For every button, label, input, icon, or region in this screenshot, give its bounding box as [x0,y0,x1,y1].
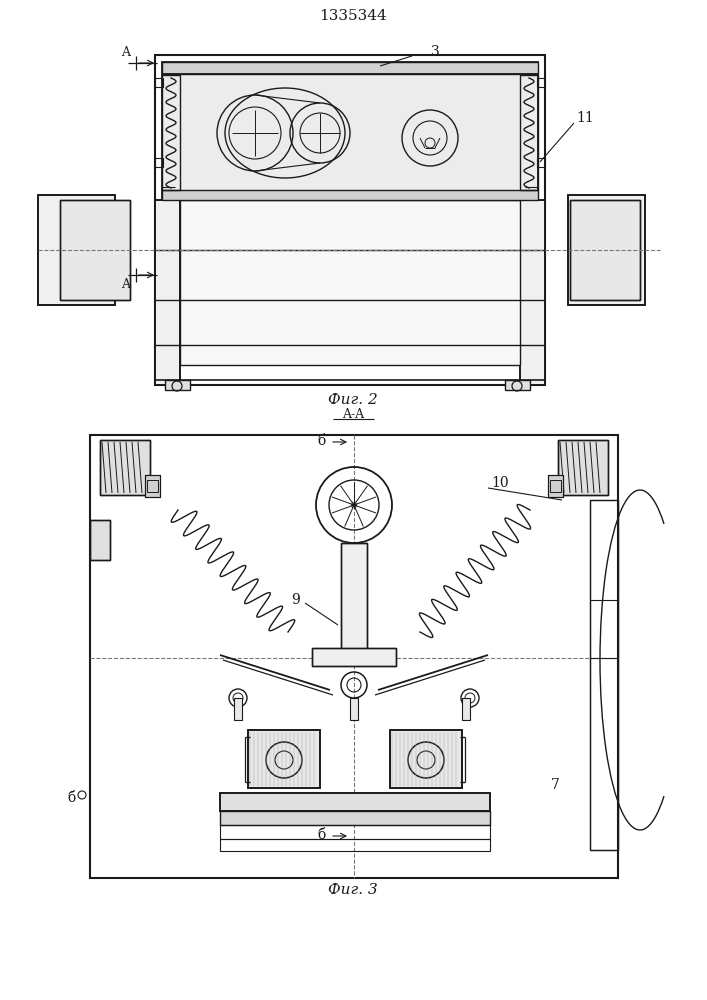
Text: Фиг. 2: Фиг. 2 [328,393,378,407]
Text: 7: 7 [551,778,559,792]
Bar [248,730,320,788]
Bar [462,698,470,720]
Bar [568,195,645,305]
Bar [162,190,538,200]
Text: б: б [318,828,326,842]
Bar [312,648,396,666]
Text: 10: 10 [491,476,509,490]
Bar [350,698,358,720]
Text: б: б [68,791,76,805]
Text: Фиг. 3: Фиг. 3 [328,883,378,897]
Bar [558,440,608,495]
Bar [162,62,538,74]
Text: 1335344: 1335344 [319,9,387,23]
Bar [145,475,160,497]
Text: A: A [122,46,131,60]
Bar [155,78,163,87]
Bar [180,200,520,365]
Bar [100,440,150,495]
Bar [590,500,618,850]
Bar [155,55,545,385]
Bar [570,200,640,300]
Bar [220,793,490,811]
Bar [220,825,490,839]
Bar [234,698,242,720]
Bar [155,158,163,167]
Bar [90,520,110,560]
Bar [162,62,538,200]
Bar [548,475,563,497]
Text: A: A [122,277,131,290]
Bar [550,480,561,492]
Bar [558,440,608,495]
Bar [38,195,115,305]
Bar [390,730,462,788]
Bar [520,200,545,385]
Bar [147,480,158,492]
Bar [341,543,367,658]
Bar [520,200,545,385]
Bar [165,380,190,390]
Bar [162,75,180,190]
Text: б: б [318,434,326,448]
Bar [390,730,462,788]
Bar [537,78,545,87]
Bar [220,811,490,825]
Bar [155,200,180,385]
Bar [568,195,645,305]
Bar [220,793,490,811]
Bar [570,200,640,300]
Bar [341,543,367,658]
Bar [145,475,160,497]
Bar [220,839,490,851]
Text: 3: 3 [431,45,439,59]
Bar [90,435,618,878]
Bar [155,200,180,385]
Bar [312,648,396,666]
Bar [100,440,150,495]
Bar [590,500,618,850]
Bar [38,195,115,305]
Bar [505,380,530,390]
Bar [60,200,130,300]
Bar [248,730,320,788]
Bar [90,520,110,560]
Bar [520,75,538,190]
Text: 9: 9 [291,593,299,607]
Bar [548,475,563,497]
Text: 11: 11 [576,111,594,125]
Bar [537,158,545,167]
Bar [60,200,130,300]
Text: A-A: A-A [342,408,364,422]
